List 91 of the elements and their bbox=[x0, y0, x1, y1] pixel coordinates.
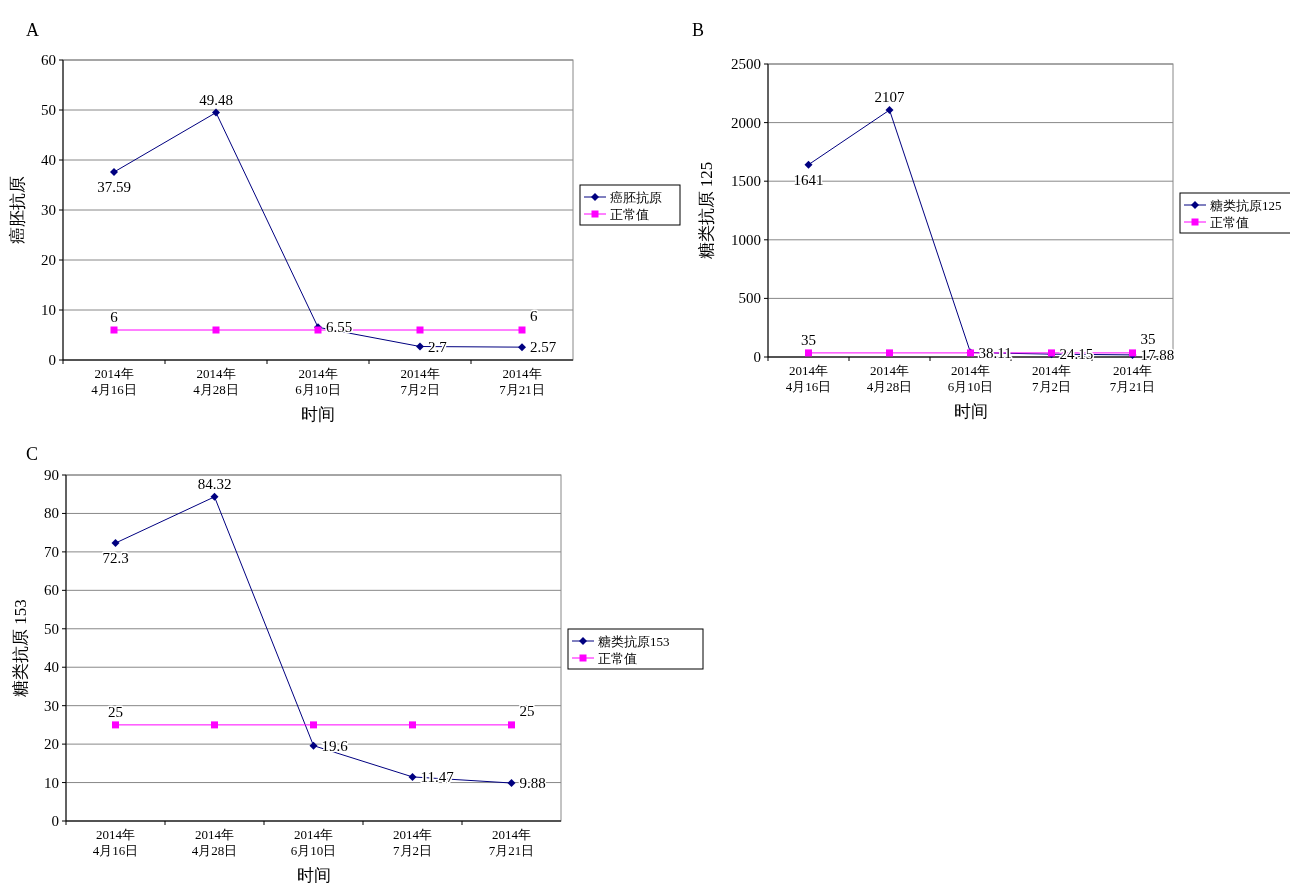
point bbox=[408, 772, 417, 781]
data-label: 2107 bbox=[874, 89, 905, 106]
x-tick-label: 2014年 7月21日 bbox=[499, 366, 545, 397]
y-tick-label: 40 bbox=[41, 152, 56, 168]
chart-title: A bbox=[26, 20, 39, 40]
y-tick-label: 10 bbox=[44, 774, 59, 791]
y-tick-label: 60 bbox=[44, 582, 59, 599]
point bbox=[112, 721, 119, 729]
y-axis-title: 糖类抗原 153 bbox=[11, 599, 30, 697]
point bbox=[885, 106, 894, 115]
data-label: 35 bbox=[1140, 330, 1156, 347]
data-label: 49.48 bbox=[199, 91, 233, 108]
data-label: 19.6 bbox=[321, 737, 349, 754]
chart-title: C bbox=[26, 444, 39, 464]
data-label: 37.59 bbox=[97, 179, 131, 196]
legend-label: 糖类抗原153 bbox=[598, 634, 670, 649]
legend-label: 正常值 bbox=[1210, 215, 1249, 230]
y-tick-label: 2000 bbox=[731, 114, 761, 131]
data-label: 72.3 bbox=[102, 550, 129, 567]
data-label: 84.32 bbox=[197, 475, 232, 492]
x-tick-label: 2014年 4月16日 bbox=[785, 363, 832, 394]
point bbox=[110, 326, 118, 334]
y-tick-label: 50 bbox=[44, 620, 59, 637]
point bbox=[309, 741, 318, 750]
point bbox=[508, 721, 515, 729]
data-label: 6 bbox=[530, 308, 538, 324]
legend-label: 正常值 bbox=[598, 651, 637, 666]
x-tick-label: 2014年 7月2日 bbox=[393, 827, 432, 858]
x-axis-title: 时间 bbox=[953, 402, 988, 421]
point bbox=[409, 721, 416, 729]
data-label: 24.15 bbox=[1059, 346, 1094, 363]
point bbox=[804, 160, 813, 169]
point bbox=[212, 108, 220, 117]
x-tick-label: 2014年 7月2日 bbox=[400, 366, 440, 397]
y-tick-label: 0 bbox=[51, 813, 59, 829]
y-tick-label: 30 bbox=[41, 202, 56, 218]
legend-label: 糖类抗原125 bbox=[1210, 198, 1282, 213]
y-tick-label: 500 bbox=[738, 290, 761, 307]
y-tick-label: 50 bbox=[41, 102, 56, 118]
point bbox=[211, 721, 218, 729]
data-label: 1641 bbox=[793, 171, 824, 188]
legend-label: 正常值 bbox=[610, 207, 649, 222]
x-axis-title: 时间 bbox=[296, 866, 331, 883]
x-tick-label: 2014年 4月28日 bbox=[866, 363, 913, 394]
x-tick-label: 2014年 4月16日 bbox=[91, 366, 137, 397]
point bbox=[518, 326, 526, 334]
x-tick-label: 2014年 4月28日 bbox=[193, 366, 239, 397]
point bbox=[886, 349, 893, 357]
y-tick-label: 60 bbox=[41, 52, 56, 68]
x-tick-label: 2014年 6月10日 bbox=[290, 827, 337, 858]
y-tick-label: 1000 bbox=[731, 231, 761, 248]
x-tick-label: 2014年 7月2日 bbox=[1032, 363, 1071, 394]
legend-label: 癌胚抗原 bbox=[610, 190, 662, 205]
y-tick-label: 30 bbox=[44, 697, 59, 714]
y-tick-label: 20 bbox=[41, 252, 56, 268]
point bbox=[507, 779, 516, 788]
x-tick-label: 2014年 4月16日 bbox=[92, 827, 139, 858]
point bbox=[518, 343, 526, 352]
y-tick-label: 10 bbox=[41, 302, 56, 318]
point bbox=[210, 492, 219, 501]
y-tick-label: 90 bbox=[44, 467, 59, 483]
y-tick-label: 1500 bbox=[731, 173, 761, 190]
point bbox=[416, 342, 424, 351]
data-label: 25 bbox=[108, 703, 123, 720]
y-axis-title: 癌胚抗原 bbox=[8, 176, 27, 244]
x-tick-label: 2014年 4月28日 bbox=[191, 827, 238, 858]
x-tick-label: 2014年 7月21日 bbox=[488, 827, 535, 858]
y-axis-title: 糖类抗原 125 bbox=[697, 161, 716, 260]
y-tick-label: 80 bbox=[44, 505, 59, 522]
point bbox=[111, 539, 120, 548]
y-tick-label: 20 bbox=[44, 736, 59, 753]
x-tick-label: 2014年 6月10日 bbox=[947, 363, 994, 394]
point bbox=[212, 326, 220, 334]
y-tick-label: 2500 bbox=[731, 56, 761, 72]
data-label: 2.57 bbox=[530, 339, 557, 356]
x-axis-title: 时间 bbox=[301, 405, 335, 424]
x-tick-label: 2014年 7月21日 bbox=[1109, 363, 1156, 394]
point bbox=[805, 349, 812, 357]
y-tick-label: 40 bbox=[44, 659, 59, 676]
data-label: 35 bbox=[801, 331, 816, 348]
y-tick-label: 0 bbox=[48, 352, 56, 368]
point bbox=[310, 721, 317, 729]
point bbox=[416, 326, 424, 334]
data-label: 6 bbox=[110, 309, 119, 325]
data-label: 25 bbox=[519, 702, 535, 719]
y-tick-label: 0 bbox=[753, 349, 761, 365]
y-tick-label: 70 bbox=[44, 543, 59, 560]
chart-title: B bbox=[692, 20, 705, 40]
data-label: 9.88 bbox=[519, 775, 546, 792]
x-tick-label: 2014年 6月10日 bbox=[295, 366, 341, 397]
point bbox=[110, 168, 118, 177]
